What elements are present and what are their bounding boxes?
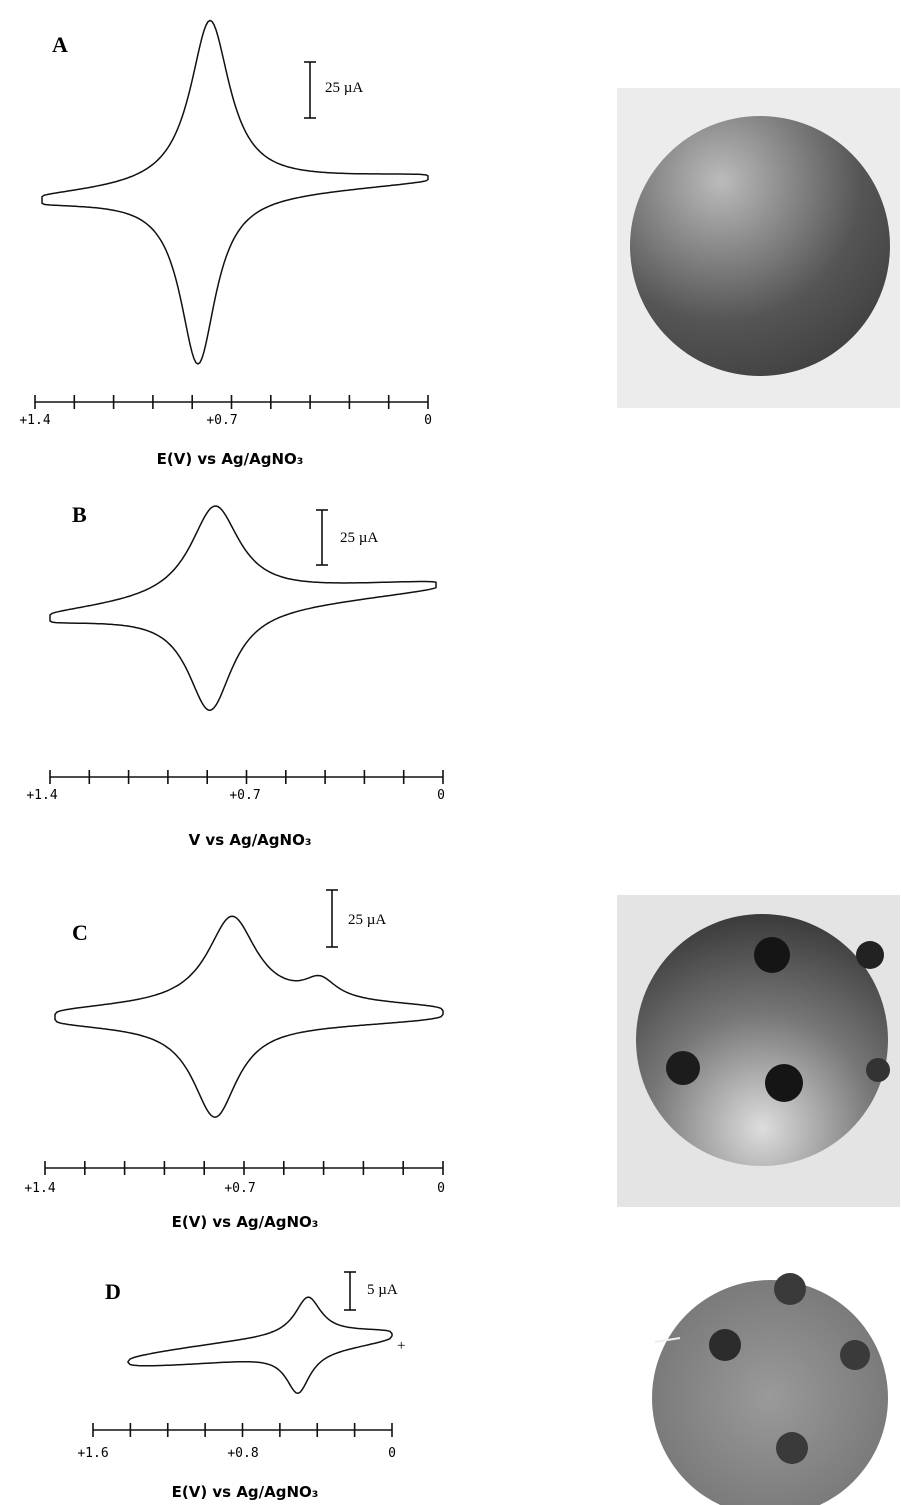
panel-label: C xyxy=(72,920,88,945)
tick-label: +0.7 xyxy=(229,788,260,803)
tick-label: 0 xyxy=(437,788,445,803)
voltammogram xyxy=(128,1297,392,1393)
voltammogram xyxy=(42,21,428,365)
tick-label: +0.7 xyxy=(206,413,237,428)
tick-label: 0 xyxy=(424,413,432,428)
photo-c xyxy=(617,895,900,1207)
tick-label: +1.4 xyxy=(19,413,50,428)
figure: A 25 µA +1.4 +0.7 0 E(V) vs Ag/AgNO₃ B 25 µA +1.… xyxy=(0,0,901,1505)
tick-label: +1.6 xyxy=(77,1446,108,1461)
photo-a xyxy=(617,88,900,408)
panel-label: A xyxy=(52,32,68,57)
axis-title: V vs Ag/AgNO₃ xyxy=(189,831,312,849)
panel-label: B xyxy=(72,502,87,527)
axis-title: E(V) vs Ag/AgNO₃ xyxy=(172,1483,319,1501)
scale-bar-label: 25 µA xyxy=(340,530,378,546)
marker: + xyxy=(397,1338,405,1354)
voltammogram xyxy=(55,916,443,1117)
tick-label: 0 xyxy=(437,1181,445,1196)
tick-label: +1.4 xyxy=(24,1181,55,1196)
panel-label: D xyxy=(105,1279,121,1304)
tick-label: +1.4 xyxy=(26,788,57,803)
tick-label: +0.8 xyxy=(227,1446,258,1461)
photo-d xyxy=(652,1273,888,1505)
axis-title: E(V) vs Ag/AgNO₃ xyxy=(157,450,304,468)
axis-title: E(V) vs Ag/AgNO₃ xyxy=(172,1213,319,1231)
scale-bar-label: 25 µA xyxy=(325,80,363,96)
scale-bar-label: 25 µA xyxy=(348,912,386,928)
tick-label: 0 xyxy=(388,1446,396,1461)
tick-label: +0.7 xyxy=(224,1181,255,1196)
scale-bar-label: 5 µA xyxy=(367,1282,398,1298)
